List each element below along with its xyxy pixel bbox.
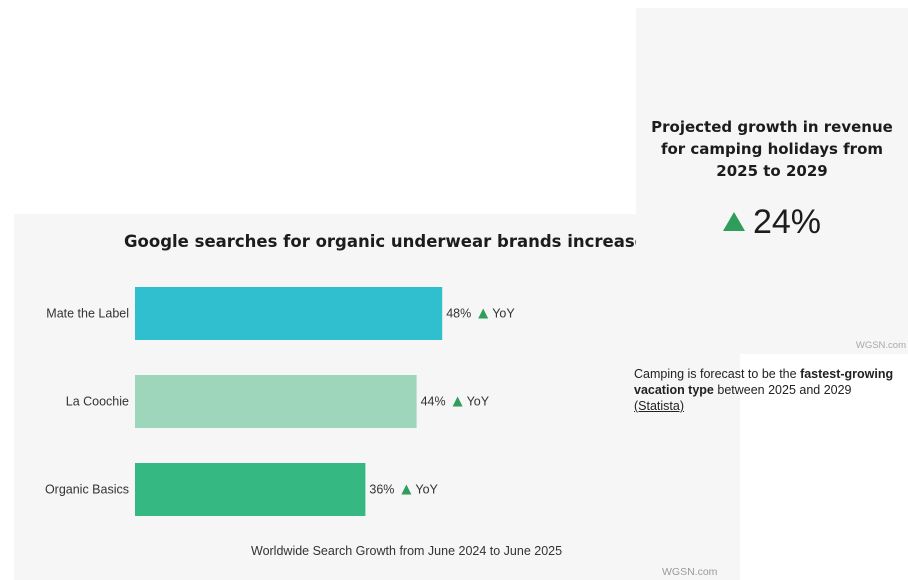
statista-link[interactable]: (Statista): [634, 399, 685, 413]
note-text-pre: Camping is forecast to be the: [634, 367, 801, 381]
bar-trend-label: YoY: [467, 395, 490, 409]
note-text-post: between 2025 and 2029: [713, 383, 852, 397]
bar-category-label: La Coochie: [66, 395, 129, 409]
up-triangle-icon: [722, 211, 745, 231]
up-triangle-icon: [452, 396, 463, 407]
stat-title-line-2: for camping holidays from: [660, 140, 884, 158]
bar-trend-label: YoY: [492, 307, 515, 321]
stat-title-line-3: 2025 to 2029: [716, 162, 828, 180]
note-text-bold: fastest-growing vacation type: [634, 367, 894, 397]
stat-title: Projected growth in revenue for camping …: [636, 116, 908, 182]
bar: [135, 375, 417, 428]
bar-chart-card: Google searches for organic underwear br…: [14, 214, 740, 580]
stat-card: Projected growth in revenue for camping …: [636, 8, 908, 354]
stat-value-row: 24%: [636, 202, 908, 242]
up-triangle-icon: [478, 308, 489, 319]
bar-value-label: 36%: [369, 483, 394, 497]
bar-chart: Mate the Label 48% YoY La Coochie 44% YoY Orga…: [45, 287, 515, 516]
bar: [135, 287, 443, 340]
bar-category-label: Mate the Label: [46, 307, 129, 321]
bar-value-label: 48%: [446, 307, 471, 321]
camping-note: Camping is forecast to be the fastest-gr…: [634, 366, 908, 414]
up-triangle-icon: [401, 484, 412, 495]
bar-category-label: Organic Basics: [45, 483, 129, 497]
stat-title-line-1: Projected growth in revenue: [651, 118, 893, 136]
chart-title: Google searches for organic underwear br…: [124, 232, 646, 251]
bar: [135, 463, 366, 516]
bar-trend-label: YoY: [415, 483, 438, 497]
chart-caption: Worldwide Search Growth from June 2024 t…: [251, 544, 563, 558]
bar-value-label: 44%: [421, 395, 446, 409]
chart-source: WGSN.com: [662, 566, 718, 578]
stat-value: 24%: [752, 203, 822, 241]
stat-source: WGSN.com: [855, 340, 906, 351]
